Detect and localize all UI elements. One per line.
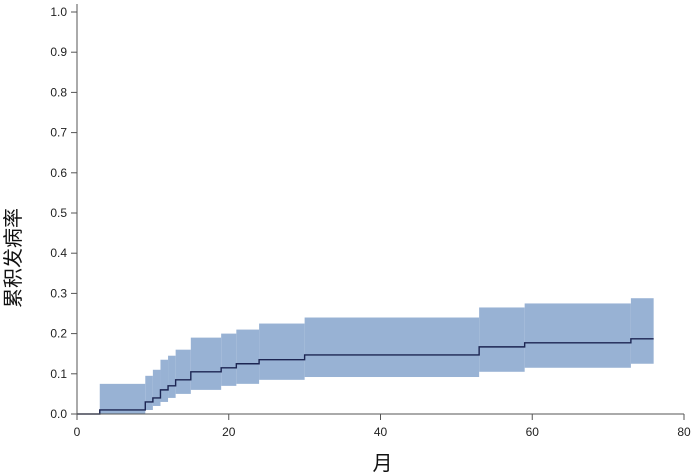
confidence-band-segment bbox=[524, 303, 631, 368]
confidence-band-layer bbox=[99, 298, 654, 414]
y-tick-label: 0.5 bbox=[50, 206, 67, 220]
y-tick-label: 0.7 bbox=[50, 126, 67, 140]
confidence-band-segment bbox=[630, 298, 654, 364]
x-tick-label: 60 bbox=[526, 425, 540, 439]
x-tick-label: 80 bbox=[677, 425, 691, 439]
y-tick-label: 0.0 bbox=[50, 407, 67, 421]
y-tick-label: 0.8 bbox=[50, 85, 67, 99]
y-tick-label: 0.2 bbox=[50, 327, 67, 341]
x-tick-label: 0 bbox=[74, 425, 81, 439]
y-tick-label: 0.1 bbox=[50, 367, 67, 381]
y-ticks: 0.0 0.1 0.2 0.3 0.4 0.5 0.6 0.7 0.8 0.9 1.0 bbox=[50, 5, 77, 421]
confidence-band-segment bbox=[145, 375, 153, 410]
confidence-band-segment bbox=[221, 333, 237, 386]
y-tick-label: 0.9 bbox=[50, 45, 67, 59]
confidence-band-segment bbox=[236, 329, 260, 384]
y-axis-title: 累积发病率 bbox=[1, 208, 25, 308]
x-ticks: 0 20 40 60 80 bbox=[74, 414, 691, 439]
y-tick-label: 0.6 bbox=[50, 166, 67, 180]
confidence-band-segment bbox=[152, 369, 161, 406]
confidence-band-segment bbox=[259, 323, 305, 380]
confidence-band-segment bbox=[175, 349, 191, 394]
x-tick-label: 20 bbox=[222, 425, 236, 439]
confidence-band-segment bbox=[479, 307, 525, 372]
y-tick-label: 1.0 bbox=[50, 5, 67, 19]
confidence-band-segment bbox=[168, 355, 176, 398]
confidence-band-segment bbox=[99, 383, 146, 414]
x-tick-label: 40 bbox=[374, 425, 388, 439]
confidence-band-segment bbox=[160, 359, 169, 402]
confidence-band-segment bbox=[190, 337, 222, 390]
y-tick-label: 0.4 bbox=[50, 246, 67, 260]
x-axis-title: 月 bbox=[373, 451, 393, 475]
series-line-layer bbox=[77, 338, 654, 415]
series-line bbox=[77, 338, 654, 415]
y-tick-label: 0.3 bbox=[50, 286, 67, 300]
confidence-band-segment bbox=[304, 317, 480, 378]
